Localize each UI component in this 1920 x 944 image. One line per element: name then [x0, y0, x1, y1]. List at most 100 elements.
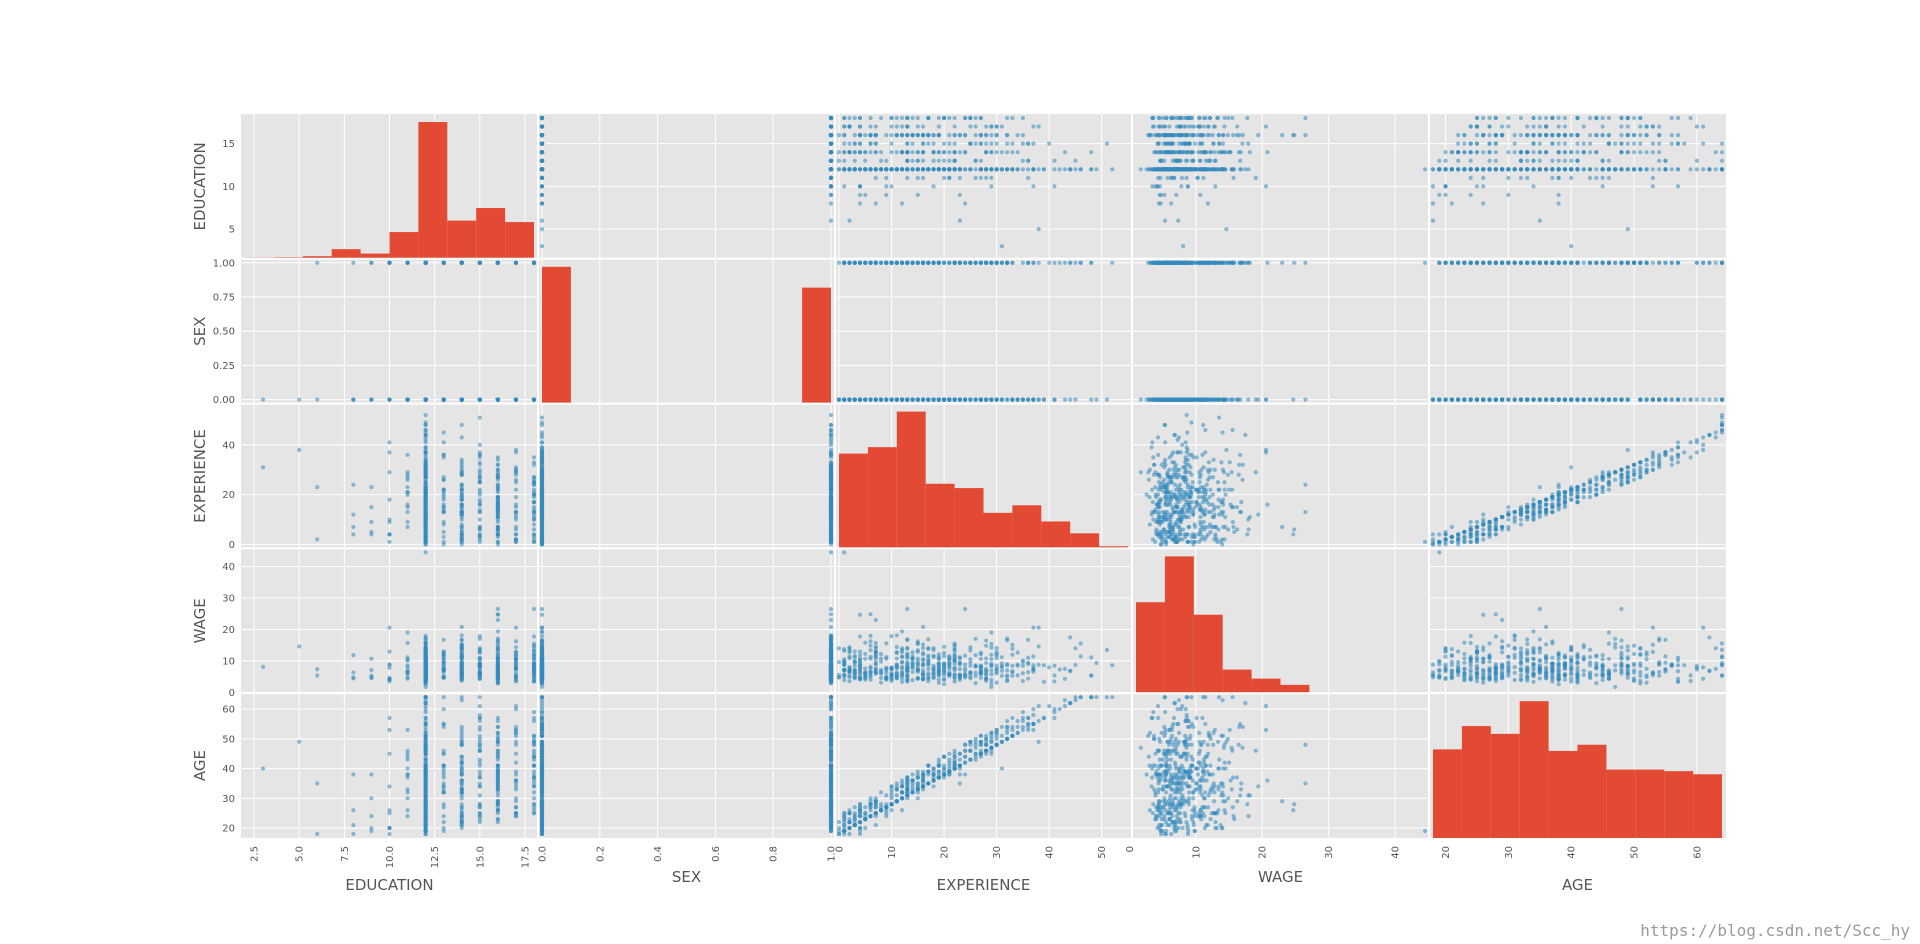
scatter-point	[513, 480, 519, 485]
scatter-point	[852, 158, 857, 163]
scatter-point	[1147, 133, 1153, 138]
scatter-point	[952, 167, 957, 172]
scatter-point	[1151, 124, 1157, 129]
scatter-point	[1500, 167, 1505, 172]
scatter-point	[1487, 167, 1492, 172]
cell-background	[538, 403, 835, 549]
scatter-point	[1669, 133, 1674, 138]
scatter-point	[1197, 124, 1202, 129]
scatter-point	[459, 457, 464, 462]
scatter-point	[1644, 397, 1649, 402]
scatter-point	[1512, 141, 1517, 146]
scatter-point	[1186, 141, 1191, 146]
scatter-point	[847, 167, 852, 172]
scatter-point	[828, 201, 834, 206]
scatter-point	[1220, 260, 1225, 265]
scatter-point	[1462, 167, 1467, 172]
scatter-point	[1638, 150, 1643, 155]
scatter-point	[1719, 141, 1725, 146]
scatter-point	[963, 201, 968, 206]
scatter-point	[1587, 115, 1593, 121]
scatter-point	[459, 512, 464, 517]
scatter-point	[1468, 158, 1473, 163]
scatter-point	[441, 534, 446, 540]
scatter-point	[1493, 141, 1498, 146]
scatter-point	[1468, 124, 1473, 129]
scatter-point	[989, 184, 994, 189]
scatter-point	[1657, 158, 1662, 163]
scatter-point	[899, 167, 905, 172]
scatter-point	[1650, 167, 1655, 172]
scatter-point	[1020, 141, 1026, 146]
scatter-point	[828, 167, 834, 172]
scatter-point	[1556, 133, 1561, 138]
scatter-point	[1052, 260, 1057, 265]
scatter-point	[1675, 184, 1681, 189]
scatter-point	[423, 457, 428, 462]
scatter-point	[931, 167, 936, 172]
scatter-point	[477, 524, 482, 530]
scatter-point	[1015, 150, 1020, 155]
scatter-point	[1550, 115, 1555, 121]
scatter-point	[1569, 158, 1574, 163]
scatter-point	[1606, 141, 1612, 146]
scatter-point	[836, 167, 842, 172]
scatter-point	[863, 150, 868, 155]
scatter-point	[1185, 158, 1190, 163]
scatter-point	[905, 124, 910, 129]
scatter-point	[1650, 175, 1655, 180]
scatter-point	[1644, 260, 1649, 265]
scatter-point	[868, 133, 873, 138]
scatter-point	[1263, 124, 1269, 129]
scatter-point	[1575, 150, 1580, 155]
scatter-point	[1221, 133, 1226, 138]
scatter-point	[857, 184, 863, 189]
scatter-point	[1094, 397, 1099, 402]
scatter-point	[405, 397, 410, 402]
scatter-point	[868, 115, 873, 121]
scatter-point	[1220, 397, 1225, 402]
scatter-point	[1556, 175, 1561, 180]
scatter-point	[1619, 141, 1624, 146]
scatter-point	[847, 260, 852, 265]
scatter-point	[1581, 167, 1586, 172]
scatter-point	[842, 167, 847, 172]
scatter-point	[1474, 260, 1480, 265]
scatter-point	[1669, 260, 1674, 265]
scatter-point	[836, 260, 842, 265]
scatter-point	[884, 397, 889, 402]
scatter-point	[351, 260, 356, 265]
scatter-point	[910, 397, 915, 402]
scatter-point	[1575, 141, 1580, 146]
scatter-point	[1180, 115, 1185, 121]
scatter-point	[1569, 244, 1574, 249]
scatter-point	[905, 115, 910, 121]
scatter-point	[1449, 150, 1454, 155]
scatter-point	[999, 260, 1004, 265]
scatter-point	[952, 124, 957, 129]
scatter-point	[884, 158, 889, 163]
scatter-point	[973, 141, 978, 146]
scatter-point	[842, 115, 847, 121]
scatter-point	[1512, 167, 1517, 172]
scatter-point	[1462, 397, 1467, 402]
scatter-point	[926, 141, 931, 146]
scatter-point	[495, 487, 500, 492]
scatter-point	[1015, 133, 1020, 138]
scatter-point	[1177, 150, 1183, 155]
scatter-point	[405, 472, 410, 477]
scatter-point	[477, 475, 482, 480]
scatter-point	[989, 175, 994, 180]
scatter-point	[1619, 397, 1624, 402]
scatter-point	[531, 475, 537, 480]
scatter-point	[842, 397, 847, 402]
scatter-point	[1669, 167, 1674, 172]
scatter-point	[1638, 141, 1643, 146]
scatter-point	[915, 167, 920, 172]
scatter-point	[852, 133, 857, 138]
scatter-point	[873, 124, 878, 129]
scatter-point	[1575, 115, 1580, 121]
scatter-point	[899, 260, 905, 265]
scatter-point	[1173, 133, 1178, 138]
scatter-point	[857, 260, 863, 265]
